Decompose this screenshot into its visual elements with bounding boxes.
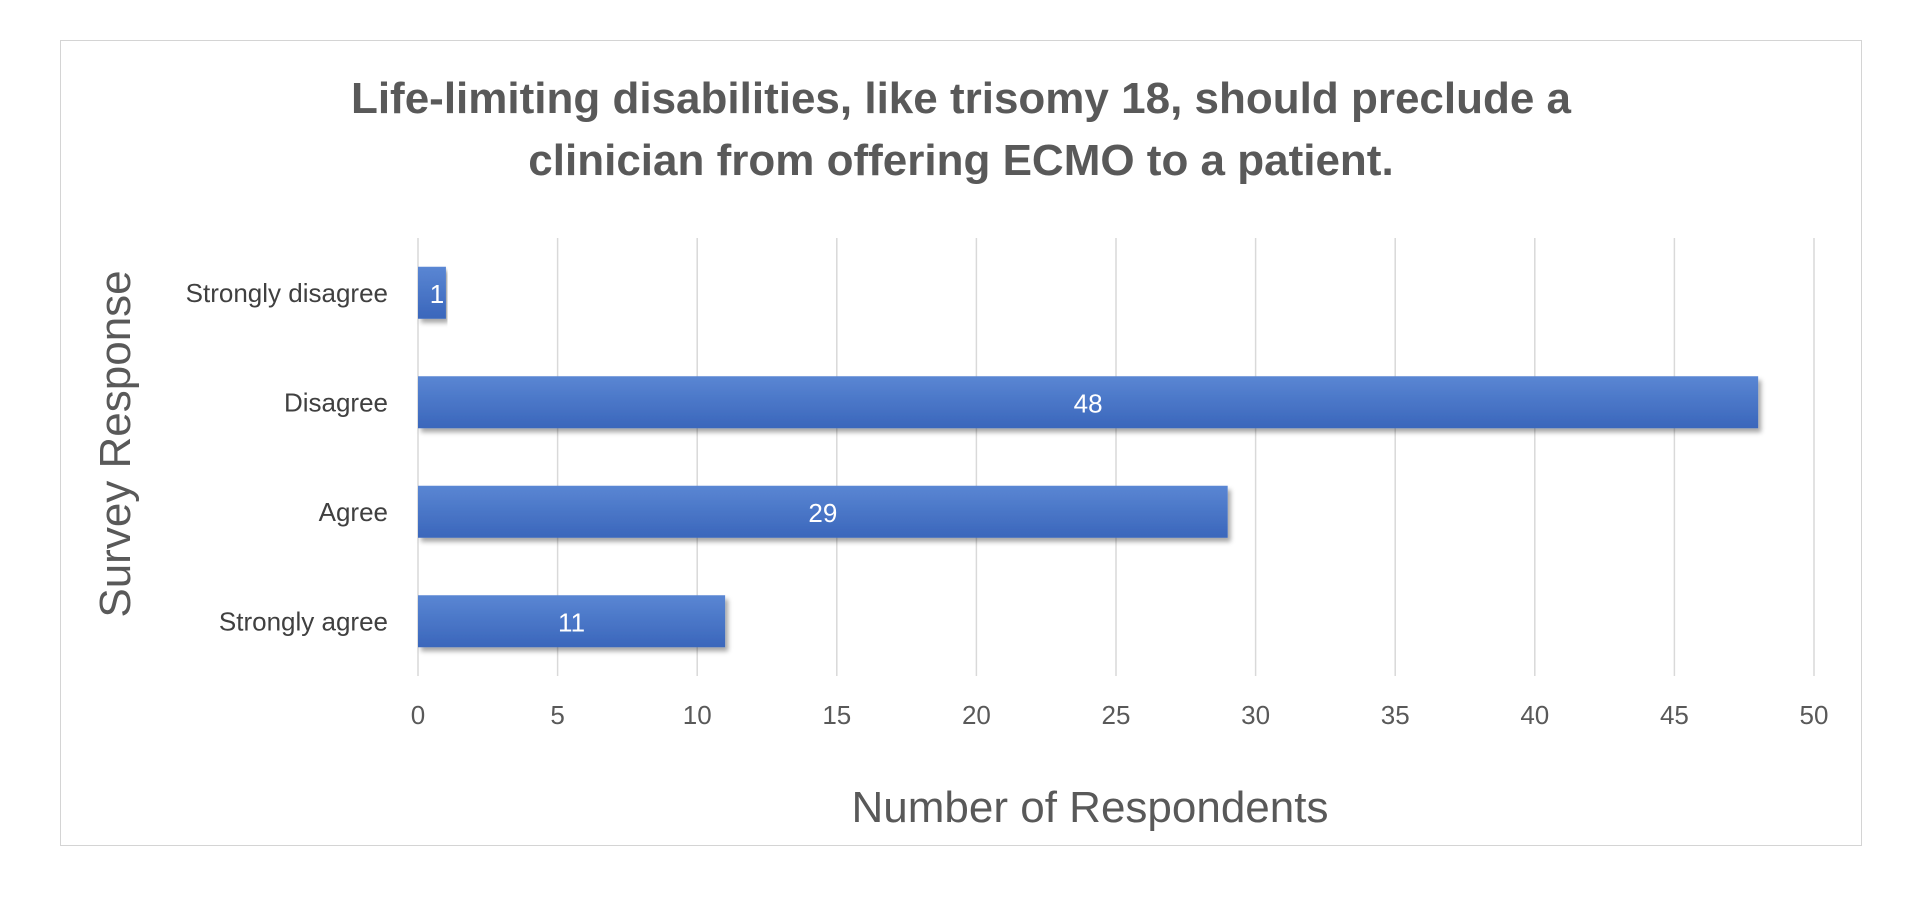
x-tick-label: 30 — [1241, 700, 1270, 730]
bar — [418, 376, 1759, 429]
chart-title-line-2: clinician from offering ECMO to a patien… — [528, 136, 1394, 185]
x-tick-label: 5 — [550, 700, 564, 730]
x-tick-label: 45 — [1660, 700, 1689, 730]
data-label: 1 — [430, 279, 444, 309]
x-tick-label: 15 — [822, 700, 851, 730]
y-tick-label: Agree — [319, 497, 388, 527]
data-label: 29 — [808, 498, 837, 528]
x-tick-label: 35 — [1381, 700, 1410, 730]
bar — [418, 485, 1228, 538]
y-tick-label: Strongly agree — [219, 606, 388, 636]
x-tick-label: 10 — [683, 700, 712, 730]
x-tick-label: 20 — [962, 700, 991, 730]
data-label: 48 — [1074, 388, 1103, 418]
axis-ticks: 0 5 10 15 20 25 30 35 40 45 50 Strongly disagree Dis… — [186, 278, 1829, 730]
x-tick-label: 40 — [1520, 700, 1549, 730]
bar — [418, 595, 726, 648]
x-tick-label: 0 — [411, 700, 425, 730]
data-label: 11 — [558, 607, 585, 637]
bars — [418, 266, 1759, 648]
chart-title-line-1: Life-limiting disabilities, like trisomy… — [350, 74, 1572, 123]
data-labels: 1 48 29 11 — [430, 279, 1103, 638]
bar — [418, 266, 446, 319]
chart-area — [60, 40, 1862, 846]
x-tick-label: 25 — [1102, 700, 1131, 730]
y-axis-title: Survey Response — [91, 270, 140, 617]
chart-title: Life-limiting disabilities, like trisomy… — [60, 68, 1862, 192]
y-tick-label: Disagree — [284, 387, 388, 417]
x-axis-title: Number of Respondents — [852, 783, 1329, 832]
y-tick-label: Strongly disagree — [186, 278, 388, 308]
x-tick-label: 50 — [1800, 700, 1829, 730]
